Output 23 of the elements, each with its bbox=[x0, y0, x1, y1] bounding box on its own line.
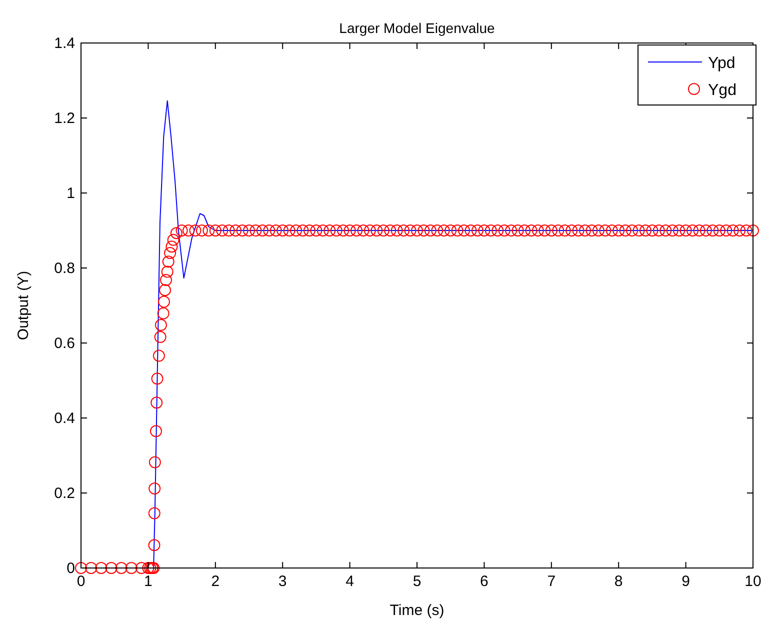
x-axis-title: Time (s) bbox=[390, 602, 444, 619]
y-tick-label: 1 bbox=[66, 185, 75, 202]
x-tick-label: 3 bbox=[278, 573, 287, 590]
x-tick-label: 10 bbox=[744, 573, 762, 590]
chart-title: Larger Model Eigenvalue bbox=[339, 20, 496, 36]
y-tick-label: 1.4 bbox=[54, 35, 75, 52]
y-tick-label: 0.4 bbox=[54, 410, 75, 427]
x-tick-label: 9 bbox=[682, 573, 690, 590]
x-tick-label: 2 bbox=[211, 573, 220, 590]
x-tick-label: 4 bbox=[346, 573, 354, 590]
y-tick-label: 0.2 bbox=[54, 485, 75, 502]
x-tick-label: 7 bbox=[547, 573, 556, 590]
y-tick-label: 1.2 bbox=[54, 110, 75, 127]
x-tick-label: 5 bbox=[412, 573, 422, 590]
x-tick-label: 1 bbox=[144, 573, 152, 590]
legend-label: Ygd bbox=[708, 82, 736, 99]
legend-label: Ypd bbox=[708, 55, 736, 72]
y-tick-label: 0.8 bbox=[54, 260, 75, 277]
x-tick-label: 8 bbox=[614, 573, 623, 590]
x-tick-label: 6 bbox=[480, 573, 488, 590]
y-tick-label: 0 bbox=[66, 560, 75, 577]
y-axis-title: Output (Y) bbox=[15, 270, 32, 340]
y-tick-label: 0.6 bbox=[54, 335, 75, 352]
